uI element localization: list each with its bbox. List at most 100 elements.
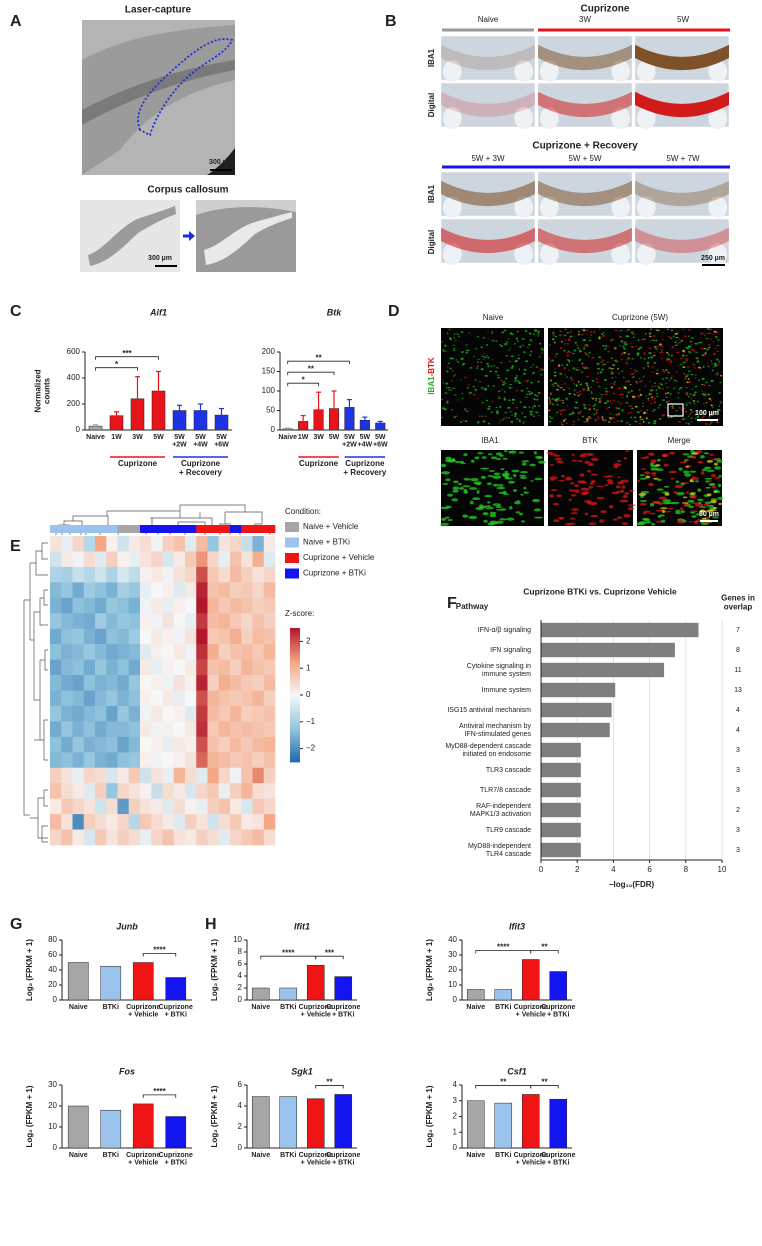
signal bbox=[521, 462, 527, 466]
signal bbox=[710, 404, 713, 407]
heatmap-cell bbox=[140, 628, 152, 645]
signal bbox=[676, 492, 685, 496]
heatmap-cell bbox=[106, 752, 118, 769]
colorbar-step bbox=[290, 663, 300, 667]
signal bbox=[500, 379, 504, 382]
signal bbox=[603, 334, 606, 337]
overlap-count: 11 bbox=[734, 667, 741, 674]
signal bbox=[509, 332, 513, 335]
signal bbox=[637, 352, 640, 354]
x-tick-label: BTKi bbox=[495, 1152, 511, 1159]
signal bbox=[596, 372, 600, 375]
signal bbox=[518, 354, 520, 356]
signal bbox=[638, 492, 647, 496]
signal bbox=[491, 331, 493, 334]
signal bbox=[649, 512, 656, 515]
signal bbox=[519, 401, 522, 404]
heatmap-cell bbox=[173, 613, 186, 629]
chart-title: Btk bbox=[327, 307, 342, 317]
signal bbox=[441, 398, 443, 400]
signal bbox=[600, 333, 604, 336]
signal bbox=[496, 367, 499, 369]
heatmap-cell bbox=[95, 814, 107, 830]
signal bbox=[549, 494, 554, 498]
signal bbox=[690, 502, 700, 505]
legend-swatch bbox=[285, 553, 299, 563]
heatmap-cell bbox=[117, 705, 130, 722]
signal bbox=[591, 457, 599, 461]
heatmap-cell bbox=[207, 752, 220, 769]
signal bbox=[451, 409, 453, 411]
signal bbox=[669, 451, 675, 455]
signal bbox=[561, 399, 565, 402]
signal bbox=[476, 490, 480, 494]
y-tick-label: 400 bbox=[67, 373, 81, 382]
heatmap-cell bbox=[151, 566, 163, 583]
group-label: Cuprizone + Recovery bbox=[343, 459, 386, 477]
signal bbox=[613, 346, 617, 349]
heatmap-cell bbox=[196, 721, 208, 738]
signal bbox=[520, 471, 528, 474]
signal bbox=[591, 473, 598, 476]
signal bbox=[639, 410, 643, 412]
colorbar-tick-label: −1 bbox=[306, 717, 316, 726]
signal bbox=[607, 421, 611, 423]
signal bbox=[667, 371, 670, 374]
signal bbox=[686, 366, 690, 368]
heatmap-cell bbox=[185, 814, 197, 830]
signal bbox=[466, 387, 469, 389]
signal bbox=[623, 351, 627, 354]
signal bbox=[611, 368, 614, 370]
y-tick-label: Immune system bbox=[482, 687, 532, 694]
heatmap-cell bbox=[117, 597, 130, 614]
x-tick-label: BTKi bbox=[103, 1152, 119, 1159]
signal bbox=[650, 393, 653, 396]
signal bbox=[527, 343, 531, 346]
signal bbox=[487, 384, 489, 387]
signal bbox=[706, 504, 715, 507]
signal bbox=[685, 404, 688, 406]
panel-letter: H bbox=[205, 916, 217, 933]
signal bbox=[445, 387, 448, 389]
signal bbox=[509, 384, 513, 386]
signal bbox=[561, 364, 564, 366]
signal bbox=[621, 409, 624, 412]
colorbar-step bbox=[290, 753, 300, 756]
signal bbox=[618, 330, 621, 333]
signal bbox=[494, 472, 501, 476]
heatmap-cell bbox=[117, 566, 130, 583]
heatmap-cell bbox=[263, 690, 276, 707]
heatmap-cell bbox=[151, 659, 163, 676]
text-line: +2W bbox=[172, 442, 187, 449]
signal bbox=[640, 418, 644, 421]
condition-bar bbox=[140, 525, 152, 533]
signal bbox=[550, 360, 552, 363]
signal bbox=[483, 519, 488, 523]
signal bbox=[492, 385, 496, 387]
heatmap-cell bbox=[83, 814, 96, 830]
bar bbox=[541, 842, 581, 858]
signal bbox=[508, 386, 510, 389]
heatmap-cell bbox=[263, 659, 276, 676]
signal bbox=[567, 350, 570, 352]
signal bbox=[593, 330, 596, 333]
colorbar-step bbox=[290, 730, 300, 734]
heatmap-cell bbox=[218, 798, 231, 815]
signal bbox=[480, 467, 490, 470]
signal bbox=[709, 453, 715, 456]
heatmap-cell bbox=[230, 675, 242, 691]
significance-label: ** bbox=[326, 1078, 333, 1087]
heatmap-cell bbox=[207, 721, 220, 738]
heatmap-cell bbox=[83, 659, 96, 676]
signal bbox=[554, 382, 558, 385]
signal bbox=[665, 377, 667, 379]
signal bbox=[610, 357, 613, 359]
signal bbox=[649, 503, 655, 507]
signal bbox=[541, 368, 544, 371]
signal bbox=[515, 406, 519, 409]
signal bbox=[642, 376, 645, 378]
signal bbox=[712, 506, 718, 509]
signal bbox=[563, 349, 566, 352]
heatmap-cell bbox=[83, 736, 96, 753]
